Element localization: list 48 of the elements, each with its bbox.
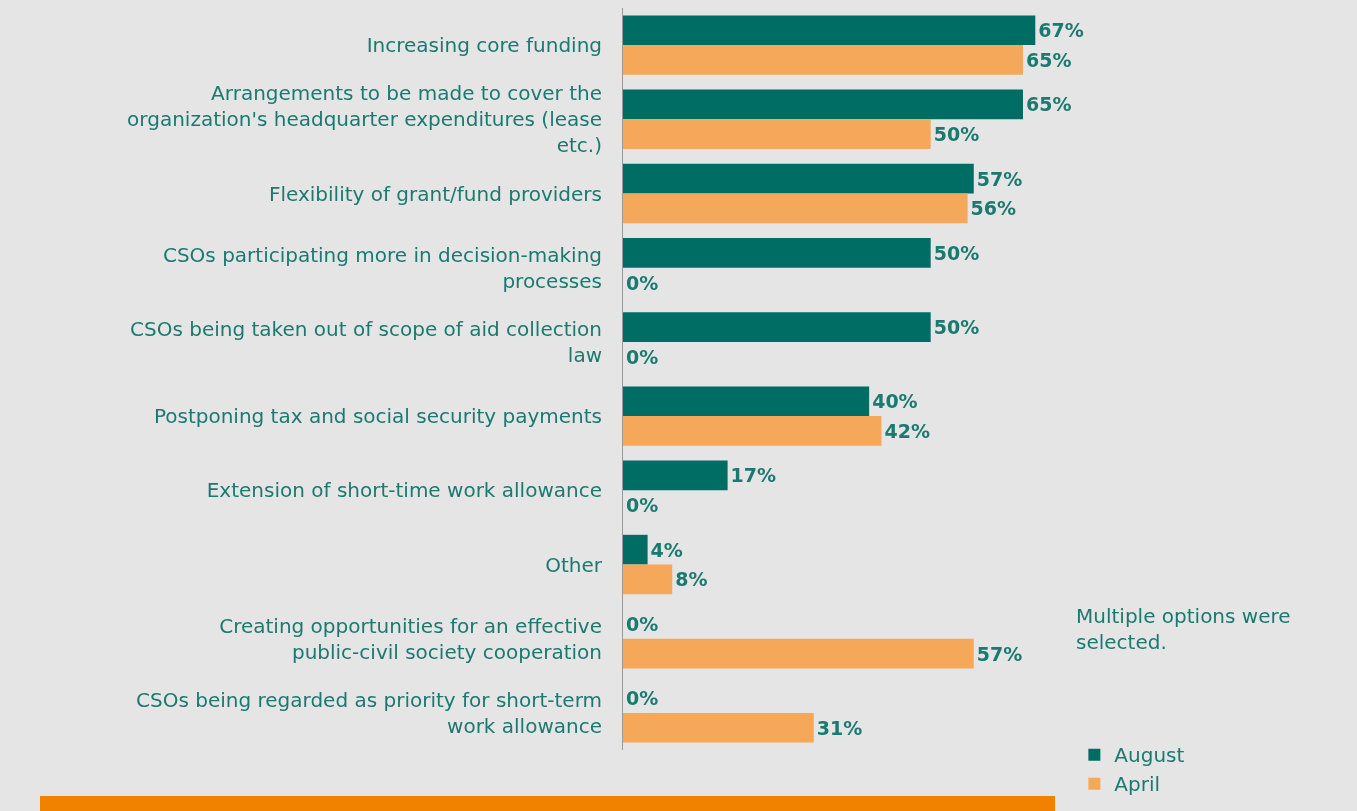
bar xyxy=(623,193,968,224)
data-label: 57% xyxy=(976,167,1023,190)
y-tick-label: Flexibility of grant/fund providers xyxy=(268,181,602,206)
bar xyxy=(623,45,1023,75)
data-label: 0% xyxy=(626,494,659,517)
y-tick-label: Other xyxy=(545,552,603,577)
bar xyxy=(623,534,648,565)
data-label: 57% xyxy=(976,642,1023,665)
bar xyxy=(623,163,974,194)
y-tick-label: CSOs participating more in decision-making processes xyxy=(162,242,602,293)
text: Multiple options were selected. xyxy=(1076,604,1291,654)
y-tick-label: CSOs being taken out of scope of aid collection law xyxy=(130,316,602,367)
legend-label: August xyxy=(1114,743,1185,768)
data-label: 50% xyxy=(933,123,980,146)
data-label: 67% xyxy=(1038,19,1084,42)
bar xyxy=(623,638,974,669)
data-label: 56% xyxy=(970,197,1017,220)
legend-label: April xyxy=(1114,772,1161,797)
bar xyxy=(623,312,931,342)
y-tick-label: Increasing core funding xyxy=(366,33,602,58)
bar xyxy=(623,89,1023,120)
y-tick-label: Extension of short-time work allowance xyxy=(206,478,602,503)
data-label: 42% xyxy=(884,419,930,442)
data-label: 40% xyxy=(872,390,918,413)
y-tick-label: Creating opportunities for an effective public-civil society cooperation xyxy=(219,613,602,664)
bar xyxy=(623,238,931,268)
bar xyxy=(623,386,870,417)
bar xyxy=(623,416,882,446)
data-label: 0% xyxy=(626,271,659,294)
bar xyxy=(623,460,728,491)
bar xyxy=(623,564,673,595)
y-tick-label: Postponing tax and social security payments xyxy=(153,404,602,429)
data-label: 50% xyxy=(933,316,980,339)
y-tick-label: CSOs being regarded as priority for short-term work allowance xyxy=(136,687,602,738)
data-label: 0% xyxy=(626,612,659,635)
data-label: 0% xyxy=(626,345,659,368)
data-label: 65% xyxy=(1025,93,1072,116)
data-label: 4% xyxy=(650,538,683,561)
y-tick-label: Arrangements to be made to cover the organization's headquarter expenditures (lease etc.) xyxy=(127,81,602,158)
data-label: 65% xyxy=(1025,48,1072,71)
data-label: 0% xyxy=(626,687,659,710)
bar xyxy=(623,15,1036,46)
data-label: 8% xyxy=(675,568,708,591)
data-label: 31% xyxy=(816,716,863,739)
data-label: 50% xyxy=(933,241,980,264)
data-label: 17% xyxy=(730,464,777,487)
bar xyxy=(623,712,814,743)
bar xyxy=(623,119,931,149)
